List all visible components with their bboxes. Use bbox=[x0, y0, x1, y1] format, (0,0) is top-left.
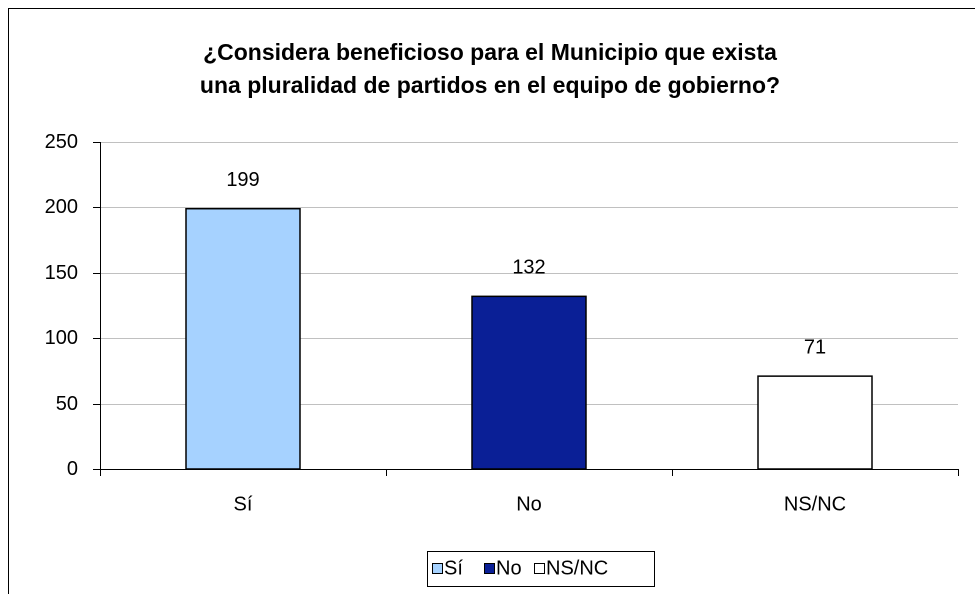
legend-swatch bbox=[534, 563, 545, 574]
chart-title: ¿Considera beneficioso para el Municipio… bbox=[203, 39, 777, 65]
data-label: 71 bbox=[804, 336, 826, 358]
chart-title: una pluralidad de partidos en el equipo … bbox=[200, 72, 780, 98]
y-tick-label: 100 bbox=[45, 327, 78, 349]
bar bbox=[757, 375, 873, 470]
legend-swatch bbox=[432, 563, 443, 574]
x-tick-label: Sí bbox=[234, 493, 253, 515]
data-label: 199 bbox=[226, 169, 259, 191]
data-label: 132 bbox=[512, 257, 545, 279]
legend-label: Sí bbox=[444, 557, 463, 579]
legend-label: NS/NC bbox=[546, 557, 608, 579]
legend-swatch bbox=[484, 563, 495, 574]
bar bbox=[185, 207, 301, 470]
x-tick-label: No bbox=[516, 493, 542, 515]
legend-label: No bbox=[496, 557, 522, 579]
y-tick-label: 200 bbox=[45, 196, 78, 218]
y-tick-label: 250 bbox=[45, 131, 78, 153]
y-tick-label: 50 bbox=[56, 393, 78, 415]
y-tick-label: 150 bbox=[45, 262, 78, 284]
x-tick-label: NS/NC bbox=[784, 493, 846, 515]
bar bbox=[471, 295, 587, 470]
y-tick-label: 0 bbox=[67, 458, 78, 480]
